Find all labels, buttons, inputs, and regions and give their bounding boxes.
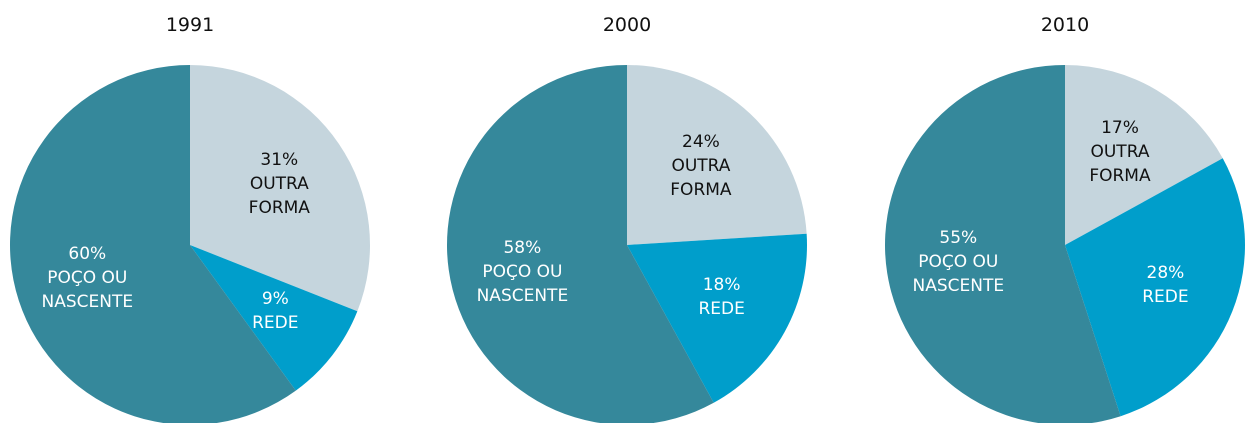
category-label: OUTRA FORMA [1089, 142, 1151, 187]
category-label: REDE [252, 313, 299, 334]
chart-title: 1991 [165, 14, 215, 36]
chart-title: 2000 [602, 14, 652, 36]
category-label: OUTRA FORMA [248, 174, 310, 219]
value-label: 55% [939, 227, 978, 248]
slice-label: 17% OUTRA FORMA [1060, 116, 1180, 188]
pie-slice [885, 65, 1121, 423]
category-label: POÇO OU NASCENTE [476, 261, 569, 306]
value-label: 18% [702, 275, 741, 296]
value-label: 58% [503, 237, 542, 258]
value-label: 24% [682, 132, 720, 153]
value-label: 17% [1101, 118, 1139, 139]
slice-label: 24% OUTRA FORMA [641, 130, 761, 202]
pie-slice [1065, 158, 1246, 417]
pie-slice [1065, 65, 1223, 245]
value-label: 31% [260, 150, 299, 171]
slice-label: 58% POÇO OU NASCENTE [462, 236, 582, 308]
category-label: POÇO OU NASCENTE [912, 251, 1005, 296]
category-label: OUTRA FORMA [670, 156, 732, 201]
value-label: 28% [1146, 262, 1185, 283]
pie-slice [627, 233, 807, 403]
slice-label: 9% REDE [215, 287, 335, 335]
category-label: REDE [1142, 286, 1189, 307]
value-label: 60% [68, 244, 107, 265]
chart-title: 2010 [1040, 14, 1090, 36]
pie-slice [447, 65, 714, 423]
slice-label: 60% POÇO OU NASCENTE [27, 242, 147, 314]
category-label: POÇO OU NASCENTE [41, 268, 134, 313]
pie-slice [190, 65, 371, 312]
pie-slice [627, 65, 807, 245]
pie-slice [190, 245, 358, 391]
slice-label: 55% POÇO OU NASCENTE [898, 226, 1018, 298]
pie-slice [10, 65, 296, 423]
slice-label: 31% OUTRA FORMA [219, 148, 339, 220]
slice-label: 28% REDE [1105, 261, 1225, 309]
slice-label: 18% REDE [662, 273, 782, 321]
value-label: 9% [261, 289, 289, 310]
category-label: REDE [698, 299, 745, 320]
